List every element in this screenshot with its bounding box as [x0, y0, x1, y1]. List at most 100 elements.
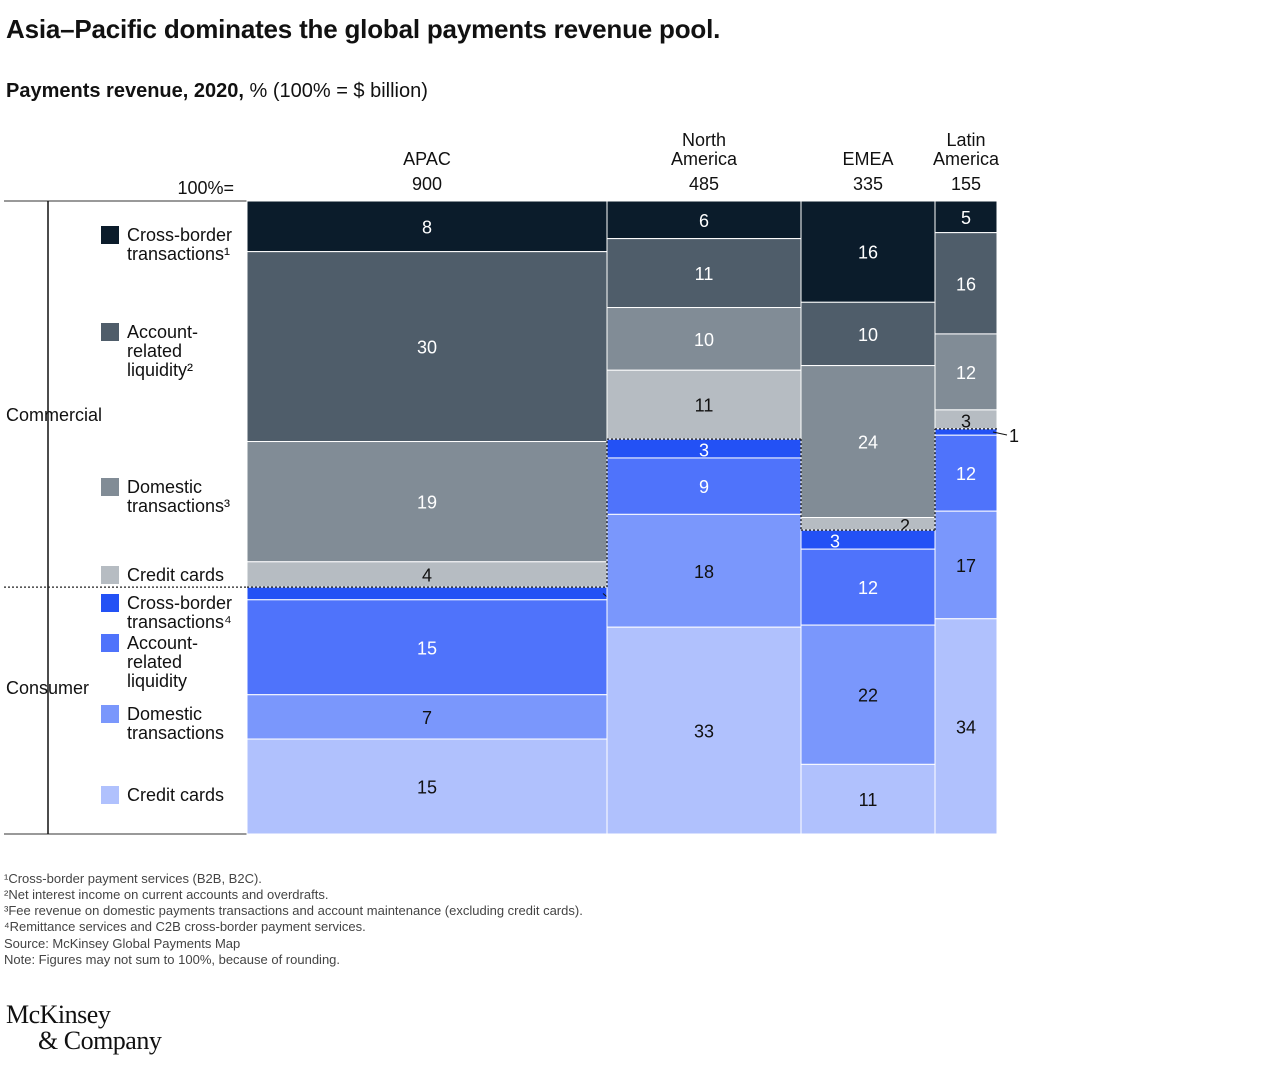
bar-segment	[934, 200, 998, 234]
data-label: 16	[858, 243, 878, 263]
legend-label: transactions	[127, 723, 224, 743]
data-label: 12	[858, 578, 878, 598]
data-label: 17	[956, 556, 976, 576]
bar-segment	[246, 251, 608, 443]
data-label: 5	[961, 208, 971, 228]
data-label: 33	[694, 722, 714, 742]
data-label: 18	[694, 562, 714, 582]
bar-segment	[246, 561, 608, 588]
bar-segment	[934, 232, 998, 335]
bar-segment	[934, 510, 998, 620]
legend-label: Domestic	[127, 477, 202, 497]
footnote-2: ²Net interest income on current accounts…	[4, 887, 329, 902]
legend-label: Cross-border	[127, 593, 232, 613]
region-name-line: America	[933, 149, 1000, 169]
chart-title: Asia–Pacific dominates the global paymen…	[6, 14, 721, 44]
data-label: 10	[858, 325, 878, 345]
bar-segment	[800, 517, 936, 531]
legend-label: liquidity²	[127, 360, 193, 380]
data-label: 34	[956, 717, 976, 737]
footnote-4: ⁴Remittance services and C2B cross-borde…	[4, 919, 366, 934]
region-name-line: Latin	[946, 130, 985, 150]
legend-swatch	[101, 478, 119, 496]
source-note: Source: McKinsey Global Payments Map	[4, 936, 241, 951]
legend-swatch	[101, 786, 119, 804]
region-total: 485	[689, 174, 719, 194]
legend-label: Domestic	[127, 704, 202, 724]
data-label: 11	[695, 396, 714, 416]
bar-segment	[800, 200, 936, 303]
region-name: EMEA	[842, 149, 893, 169]
legend-label: related	[127, 341, 182, 361]
total-label: 100%=	[177, 178, 234, 198]
bar-segment	[934, 434, 998, 512]
data-label: 16	[956, 274, 976, 294]
legend-label: liquidity	[127, 671, 187, 691]
bar-segment	[800, 624, 936, 765]
bar-segment	[934, 333, 998, 411]
region-name-line: North	[682, 130, 726, 150]
mckinsey-logo: McKinsey & Company	[6, 1000, 162, 1055]
bar-segment	[606, 307, 802, 371]
bar-segment	[246, 441, 608, 563]
legend-label: transactions³	[127, 496, 230, 516]
rounding-note: Note: Figures may not sum to 100%, becau…	[4, 952, 341, 967]
data-label: 1	[1009, 426, 1019, 446]
group-label-consumer: Consumer	[6, 678, 89, 698]
data-label: 11	[859, 790, 878, 810]
region-total: 155	[951, 174, 981, 194]
data-label: 22	[858, 686, 878, 706]
chart-subtitle: Payments revenue, 2020, % (100% = $ bill…	[6, 80, 428, 103]
legend-swatch	[101, 594, 119, 612]
data-label: 19	[417, 493, 437, 513]
data-label: 15	[417, 638, 437, 658]
subtitle-bold: Payments revenue, 2020,	[6, 80, 244, 102]
data-label: 3	[830, 532, 840, 552]
region-total: 335	[853, 174, 883, 194]
bar-segment	[800, 301, 936, 367]
region-name-line: America	[671, 149, 738, 169]
legend-label: Cross-border	[127, 225, 232, 245]
legend-label: transactions¹	[127, 244, 230, 264]
logo-line-2: & Company	[38, 1026, 162, 1055]
data-label: 12	[956, 363, 976, 383]
legend-label: transactions⁴	[127, 612, 232, 632]
leader-line	[992, 431, 1008, 436]
data-label: 30	[417, 338, 437, 358]
bar-segment	[606, 238, 802, 309]
footnote-3: ³Fee revenue on domestic payments transa…	[4, 903, 583, 918]
data-label: 4	[422, 565, 432, 585]
data-label: 10	[694, 330, 714, 350]
bar-segment	[934, 618, 998, 835]
data-label: 2	[900, 516, 910, 536]
data-label: 3	[961, 411, 971, 431]
bar-segment	[606, 200, 802, 240]
legend-swatch	[101, 634, 119, 652]
data-label: 12	[956, 464, 976, 484]
region-total: 900	[412, 174, 442, 194]
bar-segment	[606, 513, 802, 628]
legend-label: Credit cards	[127, 785, 224, 805]
legend-label: Account-	[127, 322, 198, 342]
footnote-1: ¹Cross-border payment services (B2B, B2C…	[4, 871, 262, 886]
data-label: 7	[422, 708, 432, 728]
legend-label: related	[127, 652, 182, 672]
bar-segment	[246, 586, 608, 601]
data-label: 11	[695, 264, 714, 284]
bar-segment	[934, 428, 998, 436]
logo-line-1: McKinsey	[6, 1000, 111, 1029]
bar-segment	[246, 738, 608, 835]
region-name: APAC	[403, 149, 451, 169]
data-label: 8	[422, 217, 432, 237]
legend-label: Credit cards	[127, 565, 224, 585]
legend-label: Account-	[127, 633, 198, 653]
data-label: 6	[699, 211, 709, 231]
bar-segment	[606, 626, 802, 835]
bar-segment	[606, 369, 802, 440]
data-label: 15	[417, 778, 437, 798]
data-label: 24	[858, 433, 878, 453]
group-label-commercial: Commercial	[6, 405, 102, 425]
legend-swatch	[101, 226, 119, 244]
bar-segment	[246, 200, 608, 253]
